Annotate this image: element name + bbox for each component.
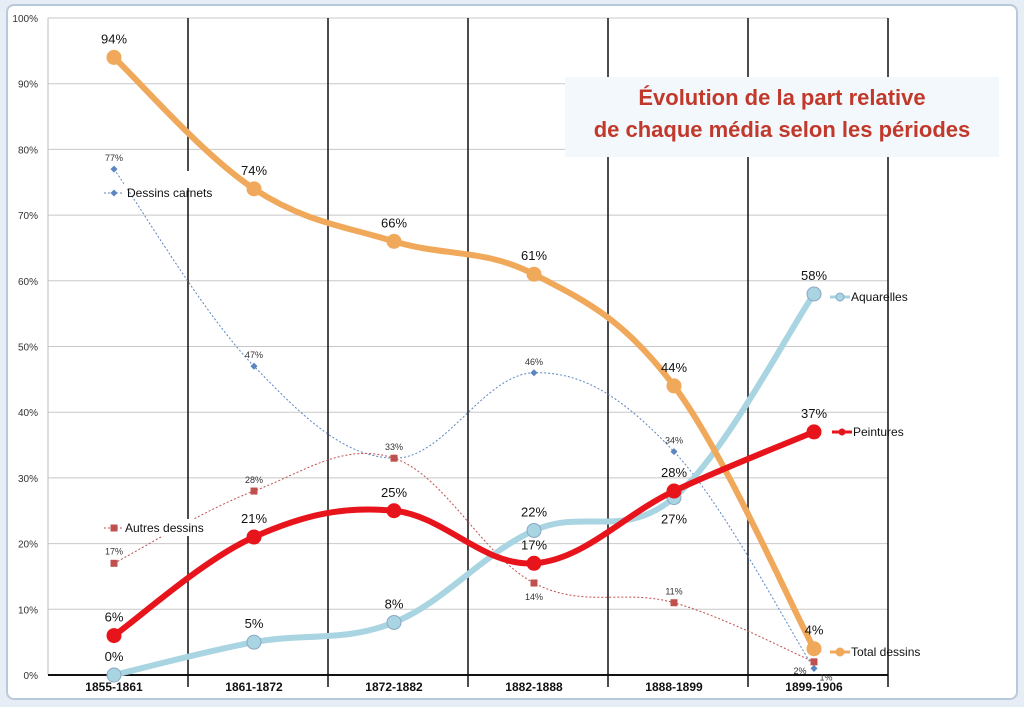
y-tick-label: 80% <box>18 145 38 156</box>
data-point-total-dessins <box>526 266 542 282</box>
x-tick-label: 1888-1899 <box>645 680 703 694</box>
series-line-peintures <box>111 428 817 639</box>
data-label: 21% <box>241 511 267 526</box>
data-point-peintures <box>106 628 122 644</box>
data-point-peintures <box>806 424 822 440</box>
data-label: 66% <box>381 215 407 230</box>
x-tick-label: 1861-1872 <box>225 680 283 694</box>
data-point-total-dessins <box>106 49 122 65</box>
data-label: 44% <box>661 360 687 375</box>
y-tick-label: 50% <box>18 343 38 354</box>
y-tick-label: 70% <box>18 211 38 222</box>
data-point-dessins-carnets <box>810 664 818 672</box>
legend-marker-peintures <box>838 428 846 436</box>
data-label: 11% <box>665 587 682 597</box>
legend-label-total-dessins: Total dessins <box>851 645 920 659</box>
data-point-peintures <box>246 529 262 545</box>
legend-label-dessins-carnets: Dessins carnets <box>127 186 212 200</box>
data-label: 33% <box>385 442 403 452</box>
data-label: 77% <box>105 153 123 163</box>
title-box <box>565 77 999 157</box>
data-point-aquarelles <box>526 522 542 538</box>
data-label: 8% <box>385 596 404 611</box>
data-point-dessins-carnets <box>530 369 538 377</box>
series-line-aquarelles <box>111 290 817 678</box>
data-label: 17% <box>105 546 123 556</box>
title-line-2: de chaque média selon les périodes <box>593 117 971 142</box>
data-label: 28% <box>245 475 263 485</box>
data-label: 47% <box>245 350 263 360</box>
legend-label-peintures: Peintures <box>853 425 904 439</box>
data-label: 5% <box>245 616 264 631</box>
y-tick-label: 90% <box>18 80 38 91</box>
data-point-aquarelles <box>246 634 262 650</box>
data-label: 1% <box>819 672 832 682</box>
y-tick-label: 30% <box>18 474 38 485</box>
data-label: 14% <box>525 592 543 602</box>
data-label: 4% <box>805 623 824 638</box>
data-label: 61% <box>521 248 547 263</box>
data-point-total-dessins <box>246 181 262 197</box>
data-point-peintures <box>526 555 542 571</box>
data-point-autres-dessins <box>530 579 538 587</box>
data-label: 27% <box>661 512 687 527</box>
data-label: 34% <box>665 436 683 446</box>
data-label: 22% <box>521 504 547 519</box>
data-label: 17% <box>521 537 547 552</box>
series-line-dessins-carnets <box>113 168 815 669</box>
data-point-aquarelles <box>106 667 122 683</box>
legend-label-aquarelles: Aquarelles <box>851 290 908 304</box>
data-point-peintures <box>666 483 682 499</box>
data-point-total-dessins <box>666 378 682 394</box>
data-point-total-dessins <box>806 641 822 657</box>
legend-marker-dessins-carnets <box>110 189 118 197</box>
x-tick-label: 1855-1861 <box>85 680 143 694</box>
x-tick-label: 1899-1906 <box>785 680 843 694</box>
data-point-aquarelles <box>806 286 822 302</box>
y-tick-label: 10% <box>18 605 38 616</box>
data-point-dessins-carnets <box>110 165 118 173</box>
series-line-total-dessins <box>111 54 817 652</box>
data-point-aquarelles <box>386 614 402 630</box>
data-label: 6% <box>105 610 124 625</box>
x-tick-label: 1882-1888 <box>505 680 563 694</box>
y-tick-label: 40% <box>18 408 38 419</box>
legend-marker-aquarelles <box>835 292 845 302</box>
data-point-autres-dessins <box>810 658 818 666</box>
data-label: 37% <box>801 406 827 421</box>
y-tick-label: 60% <box>18 277 38 288</box>
data-label: 28% <box>661 465 687 480</box>
data-point-dessins-carnets <box>670 448 678 456</box>
legend-label-bg <box>123 519 207 536</box>
data-label: 25% <box>381 485 407 500</box>
y-tick-label: 20% <box>18 540 38 551</box>
data-point-autres-dessins <box>250 487 258 495</box>
data-point-dessins-carnets <box>250 362 258 370</box>
data-label: 2% <box>793 666 806 676</box>
series-line-autres-dessins <box>113 453 815 663</box>
legend-label-autres-dessins: Autres dessins <box>125 521 204 535</box>
legend-marker-autres-dessins <box>110 524 118 532</box>
data-label: 94% <box>101 31 127 46</box>
chart-title: Évolution de la part relative de chaque … <box>565 82 999 146</box>
data-point-total-dessins <box>386 233 402 249</box>
data-label: 46% <box>525 357 543 367</box>
y-tick-label: 100% <box>12 14 38 25</box>
data-point-peintures <box>386 503 402 519</box>
y-tick-label: 0% <box>24 671 39 682</box>
legend-label-bg <box>124 171 216 188</box>
x-tick-label: 1872-1882 <box>365 680 423 694</box>
legend-marker-total-dessins <box>835 647 845 657</box>
data-point-autres-dessins <box>670 599 678 607</box>
title-line-1: Évolution de la part relative <box>638 85 926 110</box>
data-point-autres-dessins <box>110 559 118 567</box>
data-label: 58% <box>801 268 827 283</box>
data-label: 0% <box>105 649 124 664</box>
data-point-autres-dessins <box>390 454 398 462</box>
data-label: 74% <box>241 163 267 178</box>
